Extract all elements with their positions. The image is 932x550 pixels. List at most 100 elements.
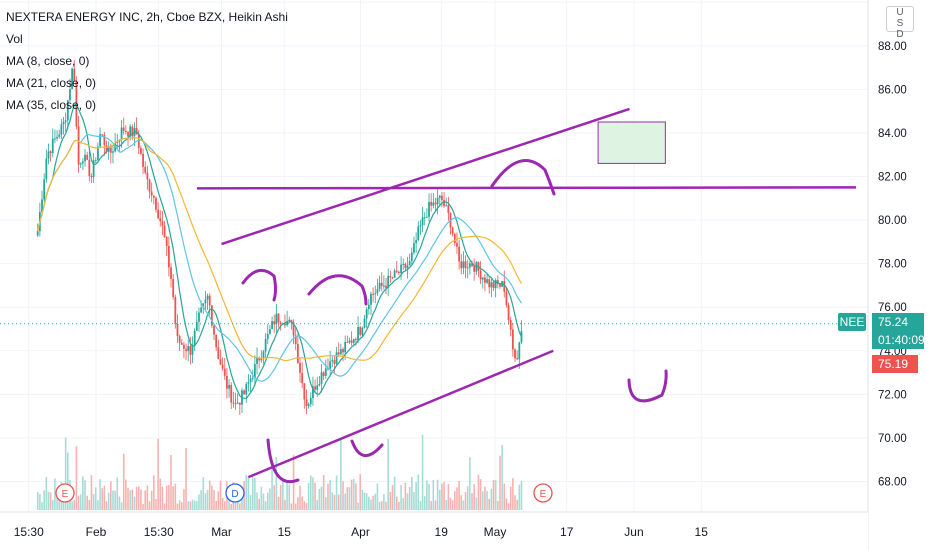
time-tick-label: 15 <box>278 525 292 539</box>
candle <box>425 216 428 218</box>
candle <box>124 130 127 132</box>
candle <box>413 243 415 253</box>
volume-bar <box>105 501 108 510</box>
volume-bar <box>402 498 405 510</box>
candle <box>226 375 228 389</box>
candle <box>350 340 353 343</box>
price-tick-label: 84.00 <box>878 128 907 140</box>
volume-bar <box>140 489 142 510</box>
volume-bar <box>279 484 282 510</box>
time-tick-label: Jun <box>624 525 643 539</box>
volume-bar <box>365 493 368 510</box>
price-tick-label: 80.00 <box>878 215 907 227</box>
candle <box>509 320 512 330</box>
candle <box>178 336 181 343</box>
candle <box>187 346 190 351</box>
volume-bar <box>221 497 224 510</box>
volume-bar <box>36 491 39 510</box>
candle <box>232 402 235 404</box>
candle <box>56 136 58 139</box>
candle <box>228 384 230 389</box>
candle <box>88 159 91 177</box>
candle <box>430 201 433 206</box>
lower-channel-line <box>247 349 554 479</box>
candle <box>391 277 394 279</box>
volume-bar <box>471 493 473 510</box>
candle <box>284 323 286 326</box>
candle <box>69 89 71 101</box>
candle <box>344 341 347 353</box>
volume-bar <box>352 478 355 510</box>
volume-bar <box>359 474 362 510</box>
time-tick-label: 15:30 <box>144 525 174 539</box>
volume-bar <box>99 479 101 510</box>
volume-bar <box>258 498 260 510</box>
volume-bar <box>183 489 185 510</box>
volume-bar <box>125 479 127 510</box>
event-marker-e <box>533 483 553 503</box>
candle <box>47 151 50 159</box>
candle <box>314 386 316 390</box>
volume-bar <box>329 480 331 510</box>
volume-bar <box>47 491 50 510</box>
volume-bar <box>327 483 329 510</box>
volume-bar <box>387 438 389 510</box>
candle <box>109 146 112 153</box>
volume-bar <box>512 478 514 510</box>
volume-bar <box>307 482 310 510</box>
volume-bar <box>320 486 323 510</box>
volume-bar <box>64 437 67 510</box>
volume-bar <box>127 487 129 510</box>
candle <box>60 124 63 135</box>
candle <box>494 280 497 288</box>
legend-vol: Vol <box>6 32 23 46</box>
volume-bar <box>288 484 291 510</box>
candle <box>417 226 420 241</box>
price-tick-label: 86.00 <box>878 84 907 96</box>
volume-bar <box>51 500 54 510</box>
candle <box>202 303 205 308</box>
candle <box>318 383 321 386</box>
volume-bar <box>165 485 168 510</box>
volume-bar <box>417 474 420 510</box>
volume-bar <box>215 500 217 510</box>
volume-bar <box>479 479 482 510</box>
volume-bar <box>191 499 194 510</box>
resistance-line <box>196 186 857 190</box>
candle <box>303 383 306 400</box>
candle <box>198 312 200 322</box>
candle <box>86 154 89 160</box>
chart-legend: NEXTERA ENERGY INC, 2h, Cboe BZX, Heikin… <box>6 6 288 116</box>
candle <box>481 277 484 280</box>
volume-bar <box>318 488 321 510</box>
volume-bar <box>357 502 359 510</box>
candle <box>260 358 263 361</box>
volume-bar <box>208 480 211 510</box>
candle <box>451 227 454 234</box>
volume-bar <box>146 485 149 510</box>
candle <box>312 386 314 399</box>
time-tick-label: Apr <box>351 525 370 539</box>
volume-bar <box>129 490 131 510</box>
volume-bar <box>180 502 183 510</box>
volume-bar <box>469 457 471 510</box>
candle <box>286 321 289 326</box>
time-tick-label: 17 <box>560 525 574 539</box>
volume-bar <box>54 478 56 510</box>
candle <box>264 338 267 352</box>
candle <box>458 246 461 262</box>
candle <box>258 357 261 361</box>
candle <box>247 382 250 384</box>
volume-bar <box>348 487 351 510</box>
candle <box>393 270 396 278</box>
volume-bar <box>193 500 196 510</box>
volume-bar <box>393 476 396 510</box>
time-tick-label: Feb <box>86 525 107 539</box>
volume-bar <box>423 496 426 510</box>
candle <box>62 121 65 125</box>
price-tick-label: 70.00 <box>878 433 907 445</box>
candle <box>374 293 377 295</box>
volume-bar <box>342 481 344 510</box>
